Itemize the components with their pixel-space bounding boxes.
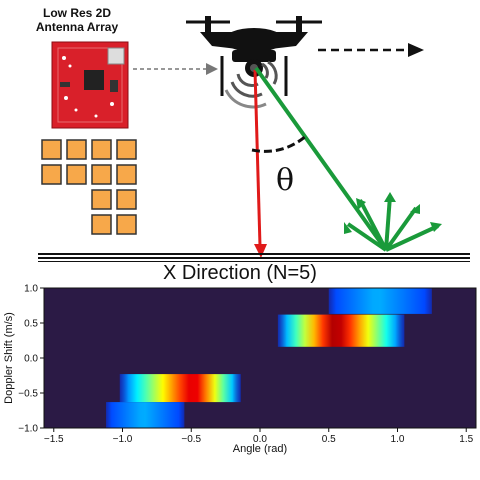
motion-direction-arrow [318, 43, 424, 57]
slant-beam-arrow [254, 66, 442, 252]
antenna-board [51, 41, 129, 129]
x-tick-label: 1.5 [459, 434, 473, 445]
x-tick-label: −0.5 [181, 434, 201, 445]
scene-illustration: θ [38, 16, 470, 262]
drone-icon [186, 16, 322, 96]
x-tick-label: −1.5 [44, 434, 64, 445]
y-tick-label: −0.5 [18, 389, 38, 400]
board-to-drone-arrow [133, 63, 218, 75]
heatmap-blob-4 [106, 402, 185, 428]
x-axis-label: Angle (rad) [233, 443, 287, 455]
heatmap-blob-2 [277, 314, 405, 347]
doppler-angle-heatmap: −1.5 −1.0 −0.5 0.0 0.5 1.0 1.5 1.0 0.5 0.0 −0.5 −1.… [3, 284, 477, 455]
y-axis-label: Doppler Shift (m/s) [3, 312, 15, 404]
y-tick-label: 1.0 [24, 284, 38, 295]
y-tick-label: 0.0 [24, 354, 38, 365]
antenna-array-label: Low Res 2D Antenna Array [22, 6, 132, 34]
antenna-patch-grid [41, 139, 137, 235]
x-tick-label: 1.0 [391, 434, 405, 445]
chart-title: X Direction (N=5) [163, 262, 317, 284]
ground-line [38, 253, 470, 262]
heatmap-blob-3 [119, 374, 241, 403]
antenna-array-label-text: Low Res 2D Antenna Array [35, 6, 119, 34]
y-tick-label: 0.5 [24, 319, 38, 330]
heatmap-blob-1 [328, 288, 432, 314]
x-tick-label: 0.5 [322, 434, 336, 445]
radar-wave-icon [224, 60, 278, 109]
nadir-beam-arrow [253, 69, 267, 258]
theta-label: θ [276, 163, 294, 198]
x-tick-label: −1.0 [113, 434, 133, 445]
theta-angle-arc [251, 134, 307, 153]
x-tick-label: 0.0 [253, 434, 267, 445]
y-tick-label: −1.0 [18, 424, 38, 435]
